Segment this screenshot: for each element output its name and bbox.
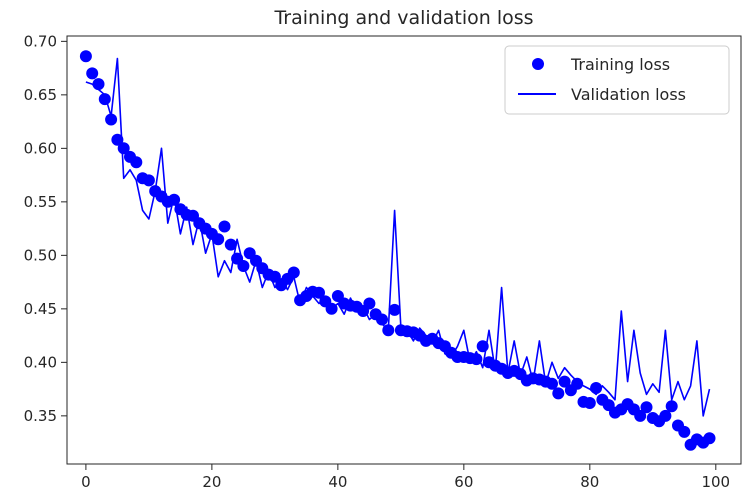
y-tick-label: 0.70 xyxy=(24,32,57,50)
training-loss-point xyxy=(476,340,489,353)
x-tick-label: 80 xyxy=(580,473,599,491)
y-tick-label: 0.40 xyxy=(24,353,57,371)
training-loss-point xyxy=(659,409,672,422)
x-tick-label: 0 xyxy=(81,473,91,491)
training-loss-point xyxy=(237,260,250,272)
legend-box xyxy=(504,45,730,115)
validation-loss-line xyxy=(85,57,711,417)
training-loss-point xyxy=(212,233,225,246)
x-tick-label: 20 xyxy=(202,473,221,491)
training-loss-point xyxy=(470,353,483,366)
legend-label-validation: Validation loss xyxy=(571,85,686,104)
legend-label-training: Training loss xyxy=(570,55,670,74)
training-loss-point xyxy=(571,377,584,390)
training-loss-point xyxy=(79,50,92,63)
training-loss-point xyxy=(142,174,155,187)
legend-marker-training xyxy=(532,58,544,70)
legend: Training loss Validation loss xyxy=(504,45,730,115)
y-tick-label: 0.60 xyxy=(24,139,57,157)
training-loss-point xyxy=(224,238,237,251)
y-tick-label: 0.45 xyxy=(24,300,57,318)
training-loss-point xyxy=(117,142,130,155)
chart-title: Training and validation loss xyxy=(273,7,533,29)
training-loss-point xyxy=(583,397,596,409)
y-tick-label: 0.50 xyxy=(24,246,57,264)
training-loss-point xyxy=(678,425,691,438)
training-loss-point xyxy=(546,377,558,390)
axis-ticks: 0 20 40 60 80 100 0.35 0.40 0.45 0.50 0.55 0.60 0.65… xyxy=(24,32,731,491)
training-loss-point xyxy=(634,409,647,422)
training-loss-point xyxy=(388,303,401,316)
y-tick-label: 0.55 xyxy=(24,193,57,211)
training-loss-point xyxy=(552,387,565,400)
training-loss-point xyxy=(558,375,571,388)
training-loss-point xyxy=(376,313,388,326)
y-tick-label: 0.35 xyxy=(24,407,57,425)
training-loss-point xyxy=(130,156,143,169)
training-loss-point xyxy=(590,382,603,394)
training-loss-point xyxy=(313,286,325,299)
x-tick-label: 60 xyxy=(454,473,473,491)
training-loss-point xyxy=(92,78,105,91)
training-loss-point xyxy=(640,401,653,414)
training-loss-point xyxy=(268,270,281,283)
plot-area xyxy=(79,50,716,451)
training-loss-point xyxy=(218,220,231,233)
training-loss-point xyxy=(325,302,338,315)
training-loss-point xyxy=(287,266,300,279)
training-loss-point xyxy=(86,67,99,80)
x-tick-label: 40 xyxy=(328,473,347,491)
training-loss-point xyxy=(98,93,111,106)
training-loss-point xyxy=(111,133,124,146)
y-tick-label: 0.65 xyxy=(24,86,57,104)
training-loss-point xyxy=(105,113,118,126)
x-tick-label: 100 xyxy=(701,473,730,491)
training-loss-point xyxy=(168,193,181,206)
training-loss-point xyxy=(363,297,376,310)
training-loss-point xyxy=(665,400,678,413)
plot-frame xyxy=(66,35,742,465)
training-loss-point xyxy=(382,324,395,337)
training-loss-point xyxy=(703,432,716,445)
